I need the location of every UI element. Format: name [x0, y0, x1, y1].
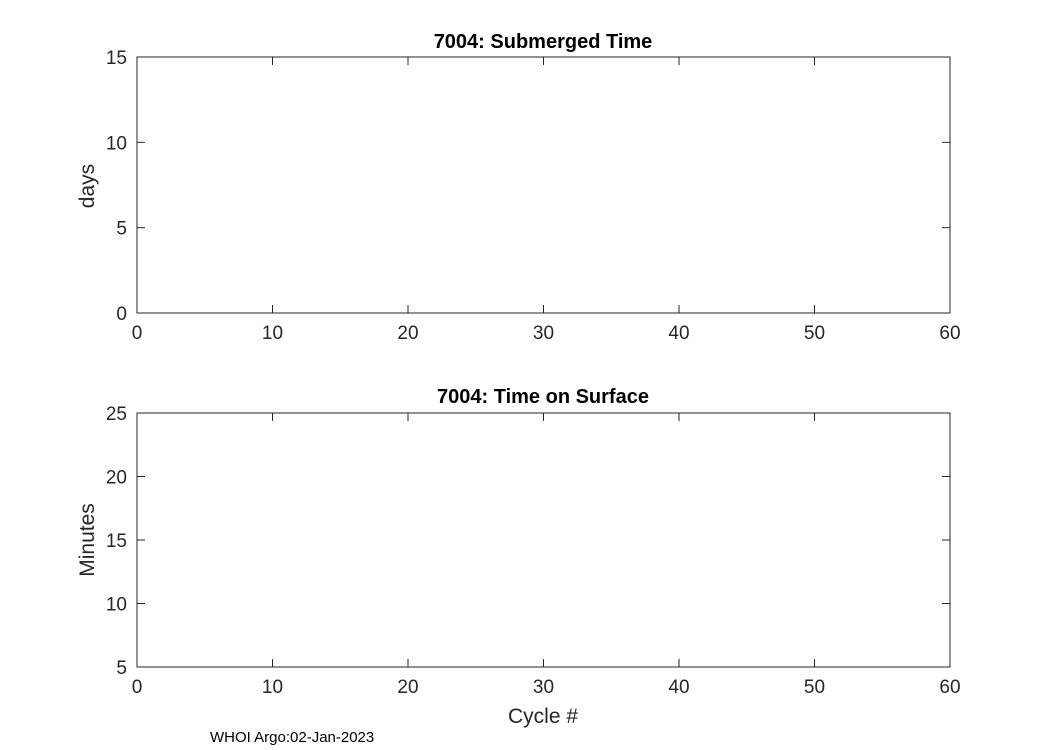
surface-time-xlabel: Cycle # [508, 705, 578, 728]
footer-text: WHOI Argo:02-Jan-2023 [210, 729, 374, 746]
surface-time-ytick-label: 25 [106, 404, 127, 425]
surface-time-axes-frame [136, 412, 951, 668]
surface-time-ylabel: Minutes [76, 503, 99, 577]
surface-time-ytick-label: 5 [116, 658, 127, 679]
surface-time-xtick-label: 10 [262, 677, 283, 698]
submerged-time-ytick-label: 0 [116, 304, 127, 325]
surface-time-ytick-label: 20 [106, 468, 127, 489]
submerged-time-xtick-label: 20 [397, 323, 418, 344]
submerged-time-ytick-label: 10 [106, 133, 127, 154]
surface-time-xtick-label: 60 [939, 677, 960, 698]
submerged-time-axes-frame [136, 56, 951, 314]
submerged-time-ylabel: days [76, 164, 99, 208]
submerged-time-xtick-label: 60 [939, 323, 960, 344]
submerged-time-xtick-label: 0 [132, 323, 143, 344]
surface-time-ytick-label: 10 [106, 595, 127, 616]
surface-time-xtick-label: 0 [132, 677, 143, 698]
surface-time-xtick-label: 20 [397, 677, 418, 698]
submerged-time-title: 7004: Submerged Time [434, 31, 653, 53]
submerged-time-ytick-label: 15 [106, 48, 127, 69]
submerged-time-xtick-label: 40 [668, 323, 689, 344]
surface-time-xtick-label: 50 [804, 677, 825, 698]
surface-time-xtick-label: 40 [668, 677, 689, 698]
submerged-time-panel: 0 10 20 30 40 50 60 0 5 10 15 7004: Submerged Time… [76, 31, 961, 344]
surface-time-xtick-label: 30 [533, 677, 554, 698]
submerged-time-xtick-label: 30 [533, 323, 554, 344]
surface-time-ytick-label: 15 [106, 531, 127, 552]
submerged-time-ytick-label: 5 [116, 219, 127, 240]
surface-time-title: 7004: Time on Surface [437, 386, 649, 408]
submerged-time-xtick-label: 10 [262, 323, 283, 344]
submerged-time-xtick-label: 50 [804, 323, 825, 344]
surface-time-panel: 0 10 20 30 40 50 60 5 10 15 20 25 7004: Time on Sur… [76, 386, 961, 728]
